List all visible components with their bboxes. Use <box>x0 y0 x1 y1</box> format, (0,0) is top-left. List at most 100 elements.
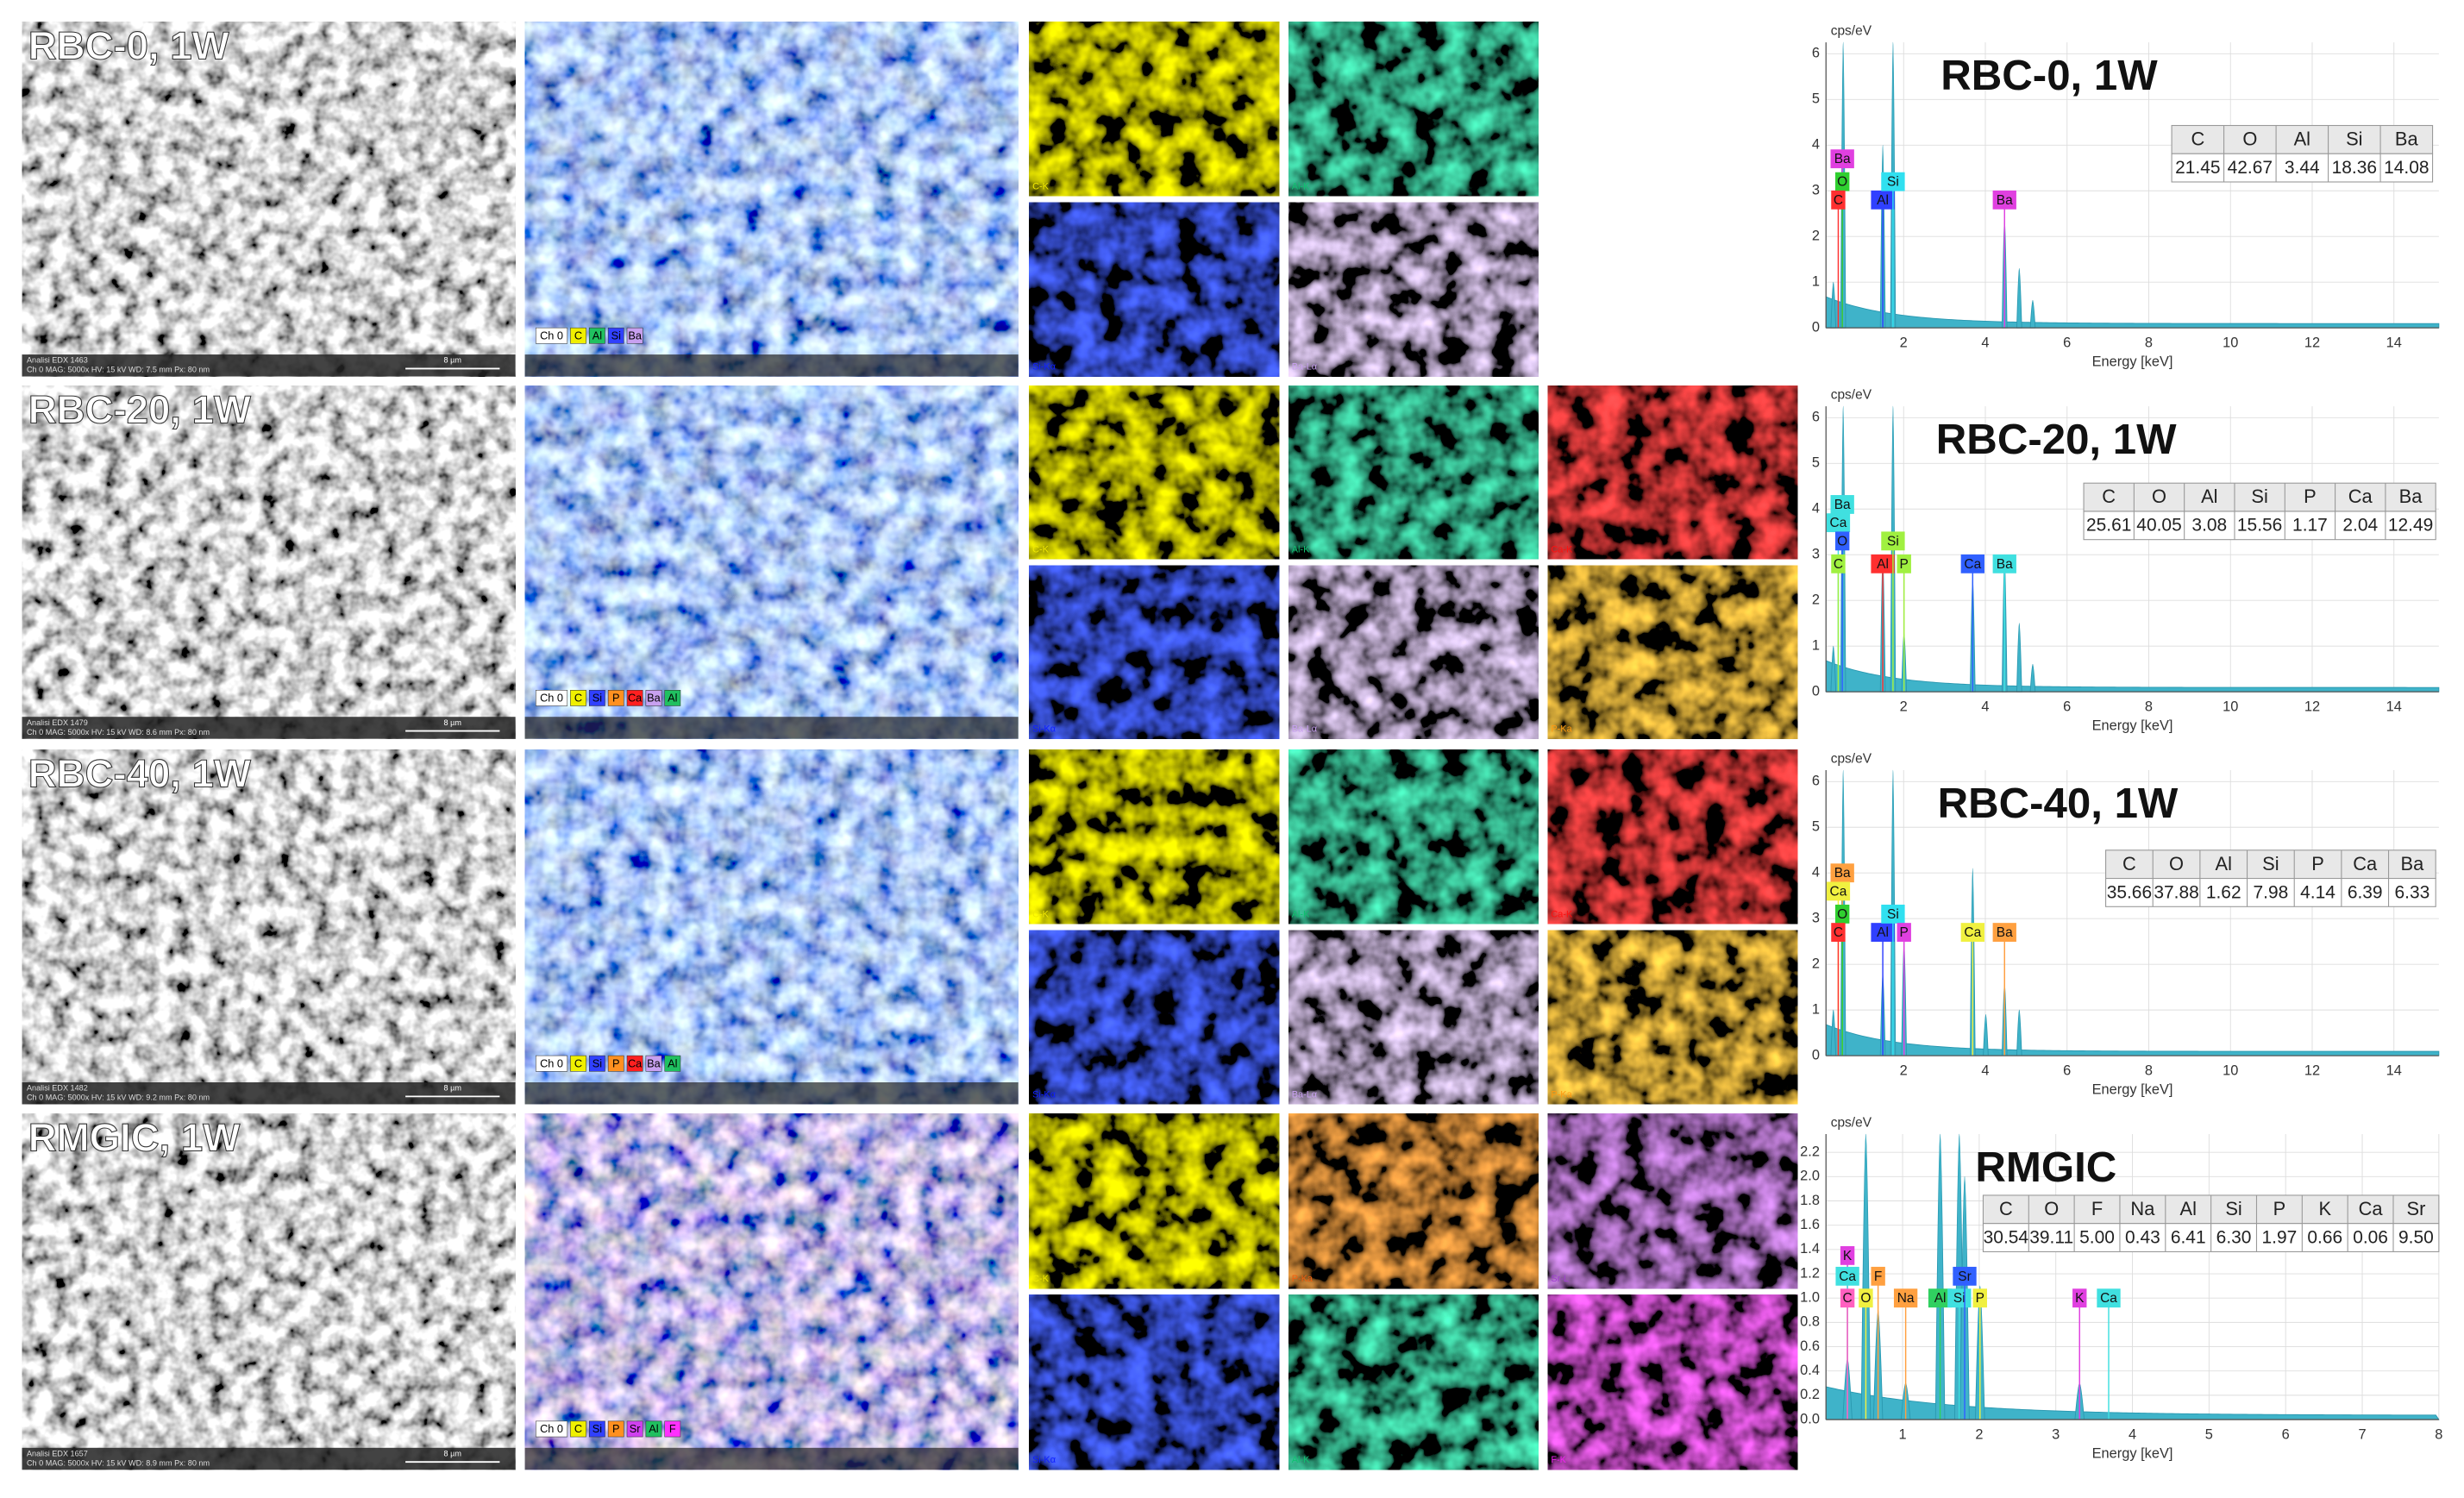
element-tag <box>1972 1288 1987 1308</box>
tag-label: Si <box>1887 907 1899 922</box>
element-tag <box>1871 190 1895 210</box>
legend-label: Si <box>611 329 621 342</box>
sem-info: Analisi EDX 1479 <box>27 718 88 727</box>
table-value: 6.30 <box>2216 1228 2252 1248</box>
tag-label: O <box>1860 1291 1871 1306</box>
sem-image <box>21 21 517 378</box>
x-tick-label: 10 <box>2223 1063 2238 1079</box>
x-tick-label: 2 <box>1900 335 1908 351</box>
y-tick-label: 4 <box>1812 501 1820 517</box>
legend-label: Ch 0 <box>540 329 563 342</box>
element-map <box>1029 1294 1280 1470</box>
tag-label: Sr <box>1958 1269 1971 1284</box>
element-tag <box>1826 513 1851 533</box>
element-map <box>1547 1294 1798 1470</box>
table-value: 35.66 <box>2107 882 2152 902</box>
table-value: 3.44 <box>2285 158 2320 178</box>
legend-chip <box>589 1055 605 1072</box>
y-tick-label: 6 <box>1812 774 1820 789</box>
x-tick-label: 14 <box>2386 1063 2402 1079</box>
map-label: Ba-Lα <box>1292 362 1317 373</box>
element-map <box>1547 385 1798 560</box>
tag-label: K <box>1843 1249 1853 1263</box>
table-header: O <box>2169 853 2184 874</box>
x-tick-label: 2 <box>1900 699 1908 715</box>
tag-label: Ba <box>1997 925 2013 940</box>
y-tick-label: 1.8 <box>1800 1193 1820 1208</box>
scale-bar: 8 µm <box>444 1449 461 1457</box>
legend-label: Al <box>668 1056 677 1069</box>
element-map <box>1547 749 1798 924</box>
map-label: Al-K <box>1292 544 1310 555</box>
table-value: 12.49 <box>2388 516 2433 536</box>
table-header: P <box>2304 486 2317 507</box>
x-tick-label: 14 <box>2386 699 2402 715</box>
table-body-bg <box>2171 153 2434 183</box>
element-tag <box>2072 1288 2087 1308</box>
element-tag <box>1953 1266 1977 1286</box>
element-tag <box>1992 554 2016 574</box>
table-header: Sr <box>2407 1198 2426 1219</box>
tag-label: Ca <box>1839 1269 1856 1284</box>
table-value: 1.17 <box>2292 516 2328 536</box>
x-tick-label: 8 <box>2145 699 2153 715</box>
x-tick-label: 5 <box>2205 1427 2213 1443</box>
legend-label: Al <box>592 329 602 342</box>
legend-chip <box>664 1055 681 1072</box>
x-axis-label: Energy [keV] <box>2092 354 2173 369</box>
legend-label: C <box>574 329 582 342</box>
map-label: C-K <box>1032 181 1050 191</box>
table-value: 4.14 <box>2300 882 2335 902</box>
table-value: 37.88 <box>2154 882 2198 902</box>
spectrum-peak <box>1983 1013 1989 1056</box>
spectrum-peak <box>2029 299 2036 329</box>
table-header: C <box>2122 853 2136 874</box>
element-tag <box>1859 1288 1873 1308</box>
tag-label: C <box>1834 193 1843 208</box>
element-tag <box>1871 923 1895 942</box>
spectrum-title: RBC-40, 1W <box>1938 780 2179 827</box>
legend-chip <box>570 1055 586 1072</box>
legend-label: Ca <box>628 692 643 705</box>
tag-label: P <box>1976 1291 1984 1306</box>
legend-label: Ch 0 <box>540 1056 563 1069</box>
spectrum-title: RBC-0, 1W <box>1940 53 2158 99</box>
element-tag <box>1840 1288 1855 1308</box>
y-tick-label: 0.4 <box>1800 1363 1820 1378</box>
legend-chip <box>607 690 624 706</box>
element-tag <box>1893 1288 1918 1308</box>
spectrum-background <box>1825 296 2440 329</box>
element-tag <box>2097 1288 2121 1308</box>
y-tick-label: 1.4 <box>1800 1241 1820 1257</box>
y-tick-label: 1 <box>1812 274 1820 290</box>
legend-chip <box>589 690 605 706</box>
element-map <box>1029 565 1280 739</box>
map-label: Sr-L <box>1551 1274 1569 1284</box>
element-tag <box>1881 172 1905 191</box>
legend-label: Ch 0 <box>540 1422 563 1435</box>
element-tag <box>1992 923 2016 942</box>
tag-label: Ca <box>1964 557 1981 572</box>
y-tick-label: 2 <box>1812 592 1820 608</box>
legend-chip <box>570 327 586 344</box>
x-axis-label: Energy [keV] <box>2092 1445 2173 1461</box>
sem-info: Ch 0 MAG: 5000x HV: 15 kV WD: 7.5 mm Px:… <box>27 366 210 374</box>
x-tick-label: 3 <box>2052 1427 2060 1443</box>
table-value: 6.39 <box>2348 882 2383 902</box>
element-tag <box>1834 172 1850 191</box>
sample-label: RBC-40, 1W <box>28 751 251 795</box>
legend-label: P <box>612 1422 620 1435</box>
map-label: Si-Kα <box>1032 362 1056 373</box>
spectrum-peak <box>1934 1133 1946 1420</box>
map-label: Al-K <box>1292 1455 1310 1465</box>
x-tick-label: 10 <box>2223 335 2238 351</box>
table-value: 39.11 <box>2029 1228 2073 1248</box>
x-tick-label: 8 <box>2145 1063 2153 1079</box>
spectrum-background <box>1825 660 2440 693</box>
y-tick-label: 2 <box>1812 229 1820 244</box>
table-header: Ca <box>2348 486 2373 507</box>
x-tick-label: 4 <box>1981 699 1989 715</box>
table-header: O <box>2044 1198 2059 1219</box>
